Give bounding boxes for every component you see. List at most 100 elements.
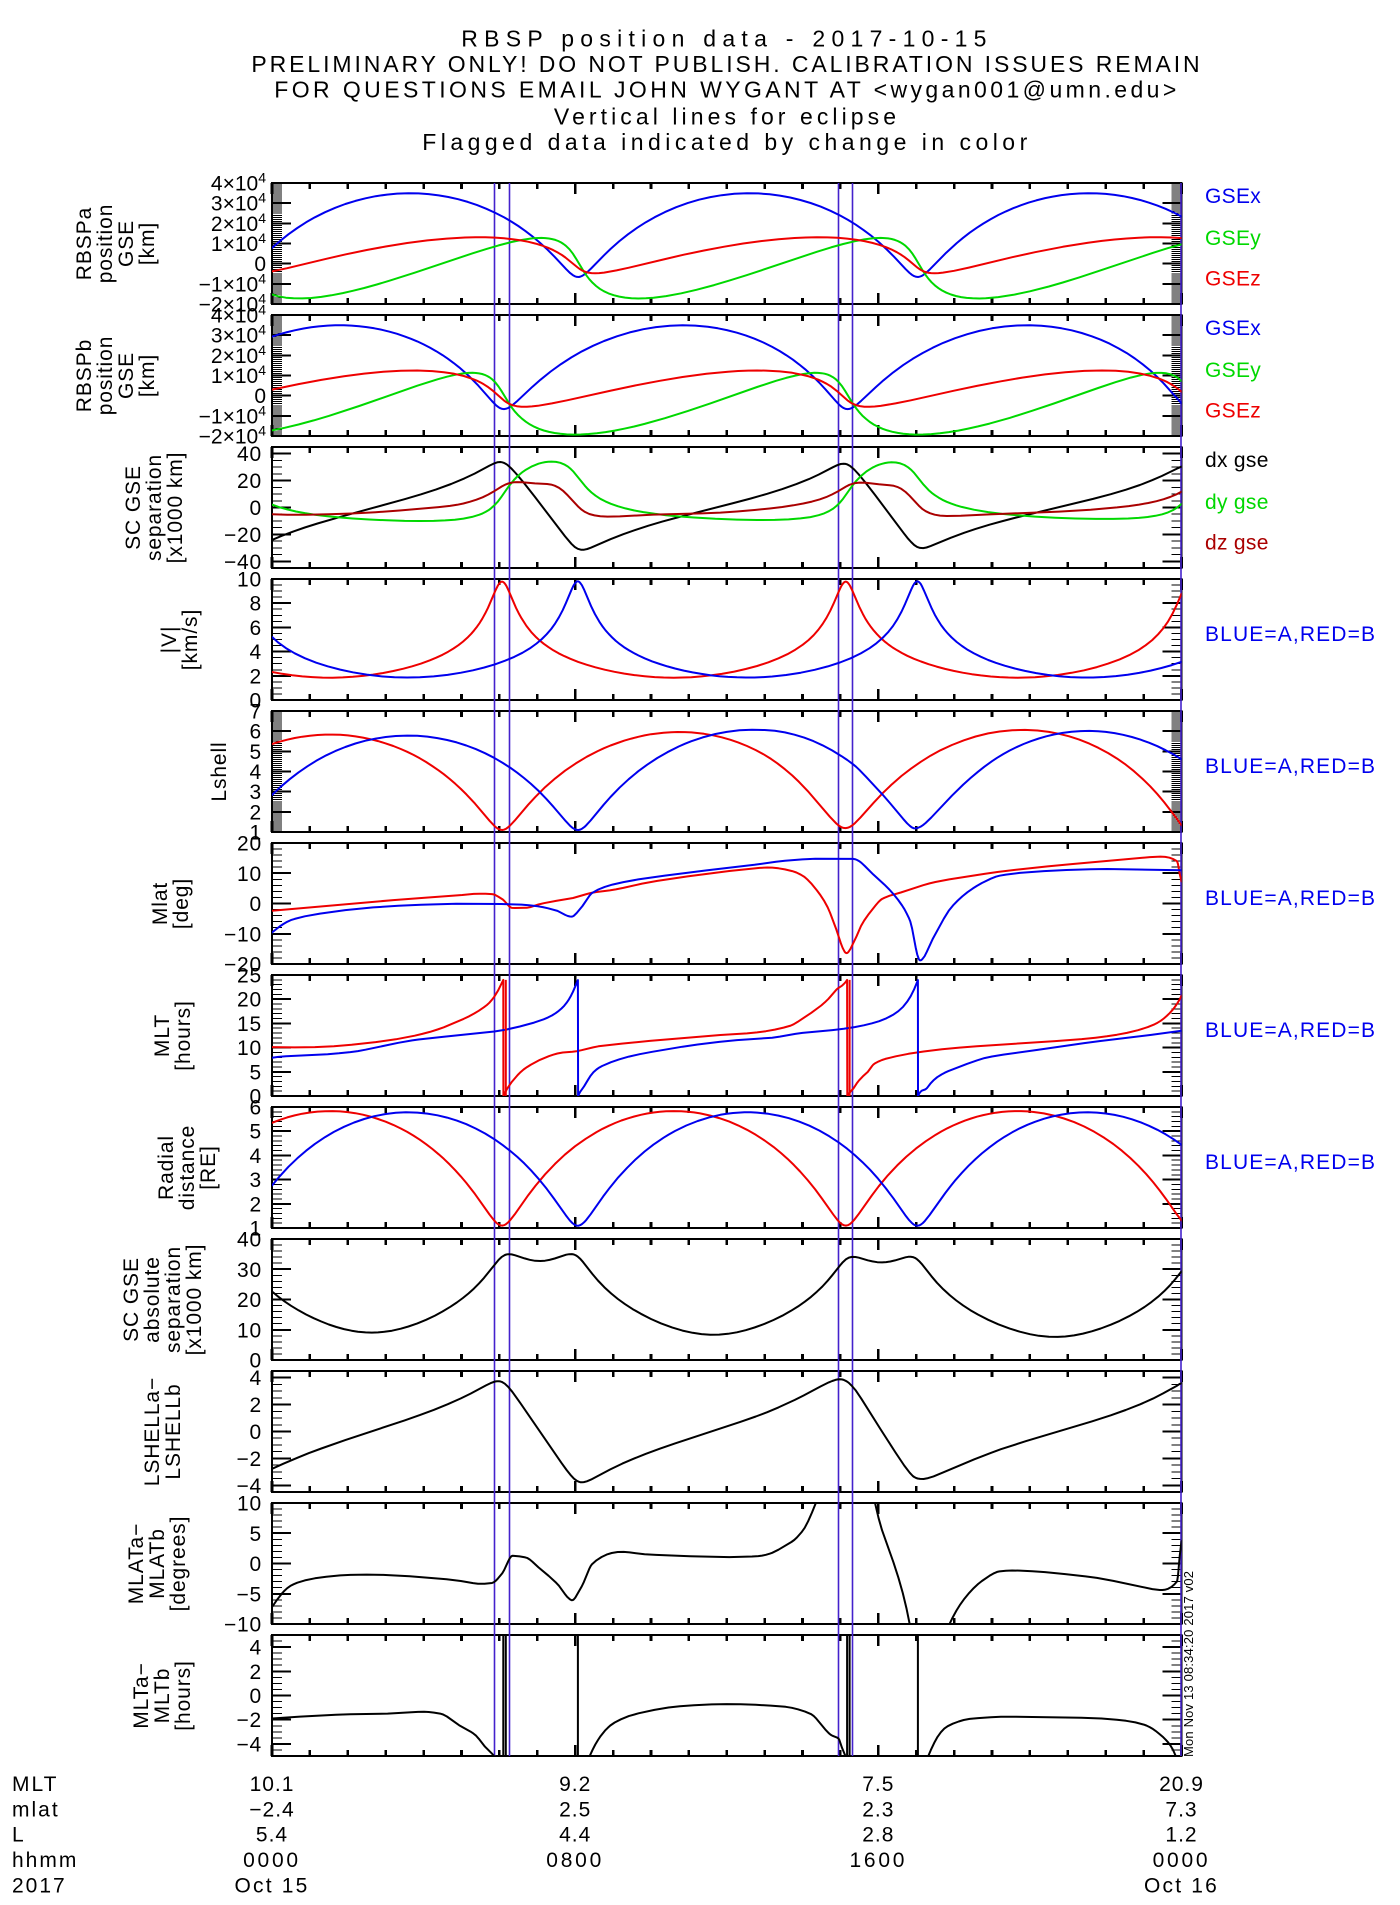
svg-text:−2.4: −2.4 [249,1798,294,1821]
svg-text:LSHELLb: LSHELLb [162,1383,185,1479]
svg-text:9.2: 9.2 [559,1773,591,1796]
svg-text:2: 2 [250,665,262,688]
svg-text:2.8: 2.8 [862,1824,894,1847]
svg-text:5: 5 [250,1061,262,1084]
svg-text:GSEy: GSEy [1205,359,1261,382]
svg-text:20: 20 [237,470,262,493]
svg-text:0: 0 [250,1086,262,1109]
svg-text:[hours]: [hours] [172,1000,195,1071]
svg-text:BLUE=A,RED=B: BLUE=A,RED=B [1205,623,1376,646]
svg-text:GSE: GSE [115,220,138,267]
svg-text:[km]: [km] [136,222,159,265]
svg-text:−2: −2 [236,1709,262,1732]
svg-text:2×104: 2×104 [211,210,266,236]
svg-text:4: 4 [250,1367,262,1390]
svg-text:FOR QUESTIONS EMAIL JOHN WYGAN: FOR QUESTIONS EMAIL JOHN WYGANT AT <wyga… [274,77,1180,103]
svg-text:3: 3 [250,781,262,804]
svg-text:position: position [94,336,117,416]
svg-text:2: 2 [250,1661,262,1684]
svg-text:−2×104: −2×104 [199,423,267,449]
svg-text:20: 20 [237,1289,262,1312]
svg-text:0000: 0000 [1153,1849,1211,1872]
svg-text:5: 5 [250,1121,262,1144]
svg-text:MLT: MLT [12,1773,58,1796]
svg-text:7.3: 7.3 [1165,1798,1197,1821]
svg-text:1.2: 1.2 [1165,1824,1197,1847]
svg-text:RBSPb: RBSPb [73,339,96,412]
svg-text:GSEx: GSEx [1205,317,1261,340]
svg-text:MLATa−: MLATa− [125,1523,148,1604]
svg-text:2: 2 [250,1394,262,1417]
svg-text:1600: 1600 [849,1849,907,1872]
svg-text:25: 25 [237,965,262,988]
svg-text:GSEx: GSEx [1205,185,1261,208]
svg-text:20: 20 [237,989,262,1012]
svg-text:BLUE=A,RED=B: BLUE=A,RED=B [1205,1019,1376,1042]
svg-text:Oct 16: Oct 16 [1144,1874,1219,1897]
svg-text:Mlat: Mlat [149,882,172,925]
svg-text:[deg]: [deg] [170,878,193,929]
svg-text:−4: −4 [236,1475,262,1498]
svg-text:[RE]: [RE] [197,1145,220,1189]
svg-text:0: 0 [250,497,262,520]
svg-text:MLTb: MLTb [151,1668,174,1724]
svg-text:15: 15 [237,1013,262,1036]
svg-text:dz gse: dz gse [1205,532,1269,555]
svg-text:8: 8 [250,593,262,616]
svg-text:0000: 0000 [243,1849,301,1872]
svg-text:[degrees]: [degrees] [167,1516,190,1612]
svg-text:−2×104: −2×104 [199,291,267,317]
svg-text:0: 0 [250,1421,262,1444]
svg-text:−10: −10 [224,923,262,946]
svg-text:PRELIMINARY ONLY! DO NOT PUBLI: PRELIMINARY ONLY! DO NOT PUBLISH. CALIBR… [251,51,1202,77]
svg-text:GSE: GSE [115,352,138,399]
svg-text:0: 0 [250,1685,262,1708]
svg-text:mlat: mlat [12,1798,60,1821]
svg-text:[km/s]: [km/s] [179,609,202,670]
svg-text:L: L [12,1824,26,1847]
svg-text:1×104: 1×104 [211,230,266,256]
svg-text:dy gse: dy gse [1205,491,1269,514]
svg-text:1×104: 1×104 [211,362,266,388]
svg-text:1: 1 [250,822,262,845]
svg-text:3×104: 3×104 [211,322,266,348]
svg-text:4×104: 4×104 [211,302,266,328]
svg-text:0: 0 [250,1553,262,1576]
svg-text:BLUE=A,RED=B: BLUE=A,RED=B [1205,887,1376,910]
svg-text:4: 4 [250,1145,262,1168]
svg-text:hhmm: hhmm [12,1849,78,1872]
svg-text:7: 7 [250,701,262,724]
svg-text:Flagged data indicated by chan: Flagged data indicated by change in colo… [422,129,1031,155]
svg-text:position: position [94,204,117,284]
svg-text:2×104: 2×104 [211,342,266,368]
svg-text:4: 4 [250,1637,262,1660]
svg-text:dx gse: dx gse [1205,449,1269,472]
svg-text:Lshell: Lshell [208,741,231,801]
svg-text:2: 2 [250,801,262,824]
svg-text:RBSPa: RBSPa [73,207,96,280]
svg-text:BLUE=A,RED=B: BLUE=A,RED=B [1205,755,1376,778]
svg-text:10: 10 [237,863,262,886]
svg-text:SC GSE: SC GSE [122,465,145,550]
svg-text:[x1000 km]: [x1000 km] [183,1244,206,1356]
svg-text:0: 0 [254,385,266,408]
svg-text:4: 4 [250,761,262,784]
svg-text:4.4: 4.4 [559,1824,591,1847]
svg-text:10: 10 [237,1493,262,1516]
svg-text:6: 6 [250,617,262,640]
svg-text:2.3: 2.3 [862,1798,894,1821]
svg-text:separation: separation [162,1246,185,1353]
svg-text:Oct 15: Oct 15 [234,1874,309,1897]
svg-text:5: 5 [250,1523,262,1546]
svg-text:−1×104: −1×104 [199,270,267,296]
svg-text:10: 10 [237,1037,262,1060]
svg-text:Mon Nov 13 08:34:20 2017 v02: Mon Nov 13 08:34:20 2017 v02 [1181,1571,1196,1757]
svg-text:−5: −5 [236,1583,262,1606]
svg-text:absolute: absolute [141,1256,164,1343]
svg-text:separation: separation [143,454,166,561]
svg-text:BLUE=A,RED=B: BLUE=A,RED=B [1205,1151,1376,1174]
svg-text:−40: −40 [224,551,262,574]
svg-text:2: 2 [250,1193,262,1216]
svg-text:2017: 2017 [12,1874,67,1897]
svg-text:−4: −4 [236,1733,262,1756]
